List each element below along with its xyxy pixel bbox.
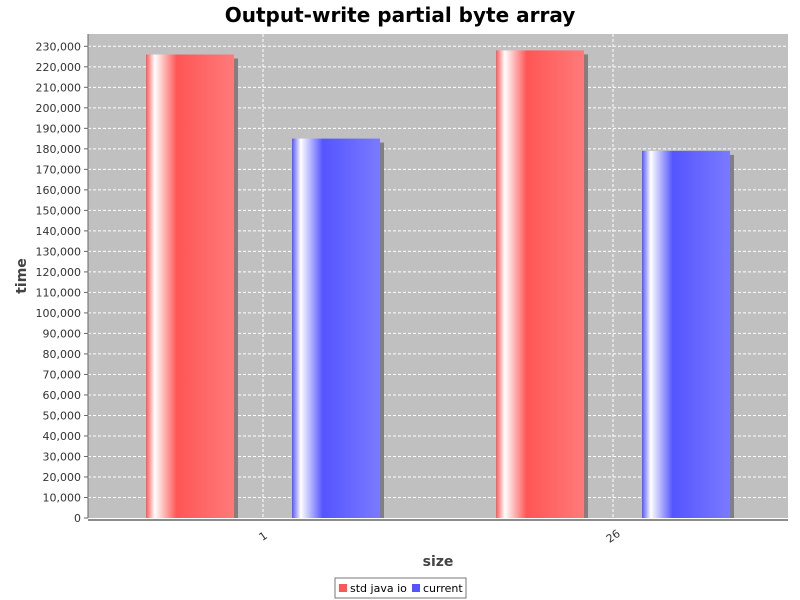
y-tick-label: 50,000 bbox=[43, 409, 82, 422]
y-tick-label: 70,000 bbox=[43, 368, 82, 381]
y-tick-label: 180,000 bbox=[36, 143, 82, 156]
legend: std java io current bbox=[334, 577, 467, 599]
bar-current-26 bbox=[642, 150, 730, 518]
x-tick-label: 26 bbox=[604, 527, 623, 546]
y-tick-label: 210,000 bbox=[36, 81, 82, 94]
y-tick-label: 120,000 bbox=[36, 266, 82, 279]
y-tick-label: 140,000 bbox=[36, 225, 82, 238]
y-tick-label: 100,000 bbox=[36, 307, 82, 320]
y-tick-label: 80,000 bbox=[43, 348, 82, 361]
y-tick-label: 160,000 bbox=[36, 184, 82, 197]
x-axis-title: size bbox=[423, 554, 454, 570]
bar-std-java-io-26 bbox=[496, 50, 584, 519]
y-tick-label: 220,000 bbox=[36, 61, 82, 74]
y-tick-label: 0 bbox=[74, 512, 81, 525]
y-tick-label: 200,000 bbox=[36, 102, 82, 115]
y-axis: 0 10,000 20,000 30,000 40,000 50,000 60,000 70,… bbox=[36, 34, 89, 525]
y-tick-label: 170,000 bbox=[36, 163, 82, 176]
y-tick-label: 90,000 bbox=[43, 327, 82, 340]
x-axis: 1 26 bbox=[88, 519, 788, 546]
y-tick-label: 150,000 bbox=[36, 204, 82, 217]
legend-swatch-std-java-io bbox=[339, 584, 347, 592]
bar-std-java-io-1 bbox=[146, 54, 234, 518]
y-tick-label: 30,000 bbox=[43, 450, 82, 463]
y-tick-label: 60,000 bbox=[43, 389, 82, 402]
legend-swatch-current bbox=[412, 584, 420, 592]
bars bbox=[146, 50, 734, 519]
y-tick-label: 110,000 bbox=[36, 286, 82, 299]
y-tick-label: 40,000 bbox=[43, 430, 82, 443]
y-tick-label: 190,000 bbox=[36, 122, 82, 135]
legend-label-std-java-io: std java io bbox=[350, 582, 407, 595]
y-tick-label: 130,000 bbox=[36, 245, 82, 258]
chart-title: Output-write partial byte array bbox=[225, 3, 576, 27]
legend-box bbox=[334, 577, 467, 599]
y-tick-label: 20,000 bbox=[43, 471, 82, 484]
y-tick-label: 230,000 bbox=[36, 40, 82, 53]
bar-current-1 bbox=[292, 138, 380, 519]
legend-label-current: current bbox=[423, 582, 463, 595]
y-axis-title: time bbox=[14, 258, 30, 294]
x-tick-label: 1 bbox=[257, 529, 270, 544]
y-tick-label: 10,000 bbox=[43, 491, 82, 504]
